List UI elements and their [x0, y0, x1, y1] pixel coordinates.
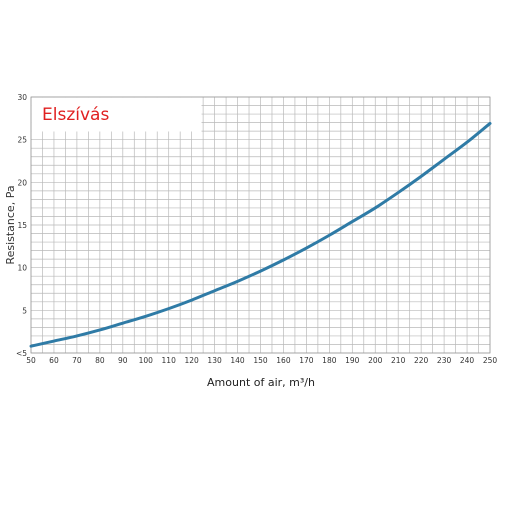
- chart-title: Elszívás: [42, 105, 109, 125]
- x-tick-label: 250: [483, 356, 498, 365]
- x-tick-label: 220: [414, 356, 429, 365]
- x-tick-label: 140: [230, 356, 245, 365]
- grid-lines: [30, 96, 491, 354]
- x-tick-label: 230: [437, 356, 452, 365]
- series-line-0: [29, 121, 492, 348]
- y-axis-title: Resistance, Pa: [4, 185, 17, 264]
- x-tick-label: 90: [118, 356, 128, 365]
- x-tick-label: 110: [162, 356, 177, 365]
- x-tick-label: 70: [72, 356, 82, 365]
- x-tick-label: 50: [26, 356, 36, 365]
- x-axis-title: Amount of air, m³/h: [207, 376, 315, 389]
- x-tick-label: 120: [184, 356, 199, 365]
- x-tick-label: 60: [49, 356, 59, 365]
- x-tick-label: 150: [253, 356, 268, 365]
- x-tick-label: 190: [345, 356, 360, 365]
- y-tick-label: 15: [17, 221, 27, 230]
- series-layer: [29, 121, 492, 348]
- x-tick-label: 80: [95, 356, 105, 365]
- x-tick-label: 180: [322, 356, 337, 365]
- x-tick-label: 130: [207, 356, 222, 365]
- y-tick-label: 25: [17, 136, 27, 145]
- x-tick-label: 240: [460, 356, 475, 365]
- y-tick-label: <5: [16, 349, 27, 358]
- x-tick-label: 160: [276, 356, 291, 365]
- x-axis-ticks: 50 60 70 80 90 100 110 120 130 140 150 160 170 180 190…: [26, 356, 497, 365]
- x-tick-label: 170: [299, 356, 314, 365]
- title-badge-background: [31, 97, 202, 132]
- y-tick-label: 5: [22, 306, 27, 315]
- x-tick-label: 210: [391, 356, 406, 365]
- x-tick-label: 200: [368, 356, 383, 365]
- plot-frame: [30, 96, 491, 354]
- y-tick-label: 10: [17, 264, 27, 273]
- y-axis-ticks: <5 5 10 15 20 25 30: [16, 93, 27, 358]
- y-tick-label: 30: [17, 93, 27, 102]
- y-tick-label: 20: [17, 178, 27, 187]
- x-tick-label: 100: [139, 356, 154, 365]
